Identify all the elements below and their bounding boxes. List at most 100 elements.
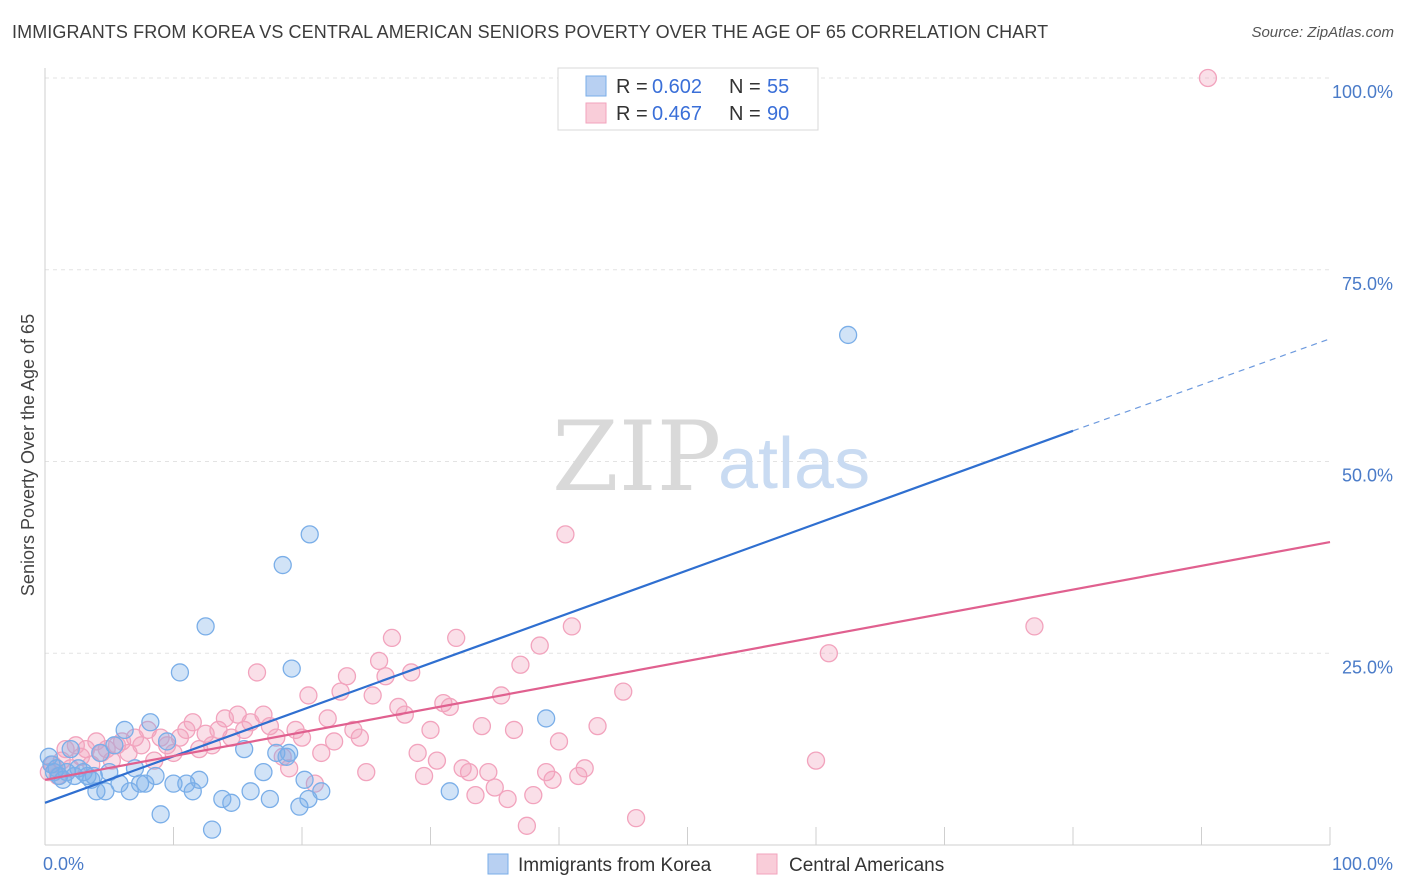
central-american-point — [1198, 68, 1218, 88]
korea-trend-extension — [1072, 338, 1331, 432]
korea-point — [254, 762, 273, 782]
central-american-point — [408, 743, 427, 763]
central-american-point — [337, 667, 357, 686]
central-american-point — [331, 682, 350, 701]
central-american-point — [549, 732, 569, 751]
central-american-point — [530, 636, 549, 655]
central-american-point — [806, 751, 826, 770]
central-american-point — [312, 743, 331, 763]
y-tick-label: 50.0% — [1342, 466, 1393, 486]
bottom-legend-korea-label: Immigrants from Korea — [518, 855, 712, 876]
korea-point — [157, 732, 177, 751]
central-american-point — [56, 739, 75, 759]
central-american-point — [421, 720, 440, 740]
korea-point — [141, 713, 160, 732]
central-american-point — [556, 525, 575, 544]
legend-top: R = 0.602 N = 55 R = 0.467 N = 90 — [557, 67, 819, 131]
bottom-legend-korea-swatch — [487, 853, 509, 875]
central-american-point — [626, 809, 646, 828]
central-american-point — [369, 651, 389, 671]
korea-trend-line — [44, 429, 1074, 804]
central-american-point — [132, 736, 151, 755]
central-american-point — [498, 789, 517, 809]
central-american-point — [517, 816, 537, 835]
korea-point — [282, 659, 301, 678]
central-american-point — [279, 759, 299, 778]
x-tick-label: 0.0% — [43, 854, 84, 874]
korea-point — [196, 617, 215, 636]
legend-central-r-label: R = — [616, 103, 648, 125]
central-american-point — [588, 716, 607, 736]
central-american-point — [511, 655, 530, 674]
watermark-atlas: atlas — [718, 424, 870, 504]
bottom-legend-central-swatch — [756, 853, 778, 875]
korea-point — [299, 789, 318, 809]
korea-point — [130, 774, 150, 793]
central-american-point — [324, 732, 344, 751]
korea-point — [277, 747, 296, 766]
bottom-legend-central-label: Central Americans — [789, 855, 944, 876]
korea-point — [190, 770, 209, 789]
central-american-point — [504, 720, 524, 740]
legend-central-r-value: 0.467 — [652, 103, 702, 125]
legend-central-n-value: 90 — [767, 103, 789, 125]
korea-point — [96, 782, 115, 801]
central-american-point — [382, 628, 402, 648]
legend-central-swatch — [585, 102, 607, 124]
y-tick-labels: 25.0% 50.0% 75.0% 100.0% — [1332, 82, 1393, 677]
x-tick-label: 100.0% — [1332, 854, 1393, 874]
legend-korea-r-label: R = — [616, 76, 648, 98]
central-american-point — [524, 785, 543, 805]
central-american-point — [562, 617, 581, 636]
korea-point — [146, 766, 165, 786]
central-american-point — [183, 713, 202, 732]
central-american-point — [427, 751, 447, 770]
central-american-point — [543, 770, 562, 789]
central-american-point — [466, 785, 485, 805]
central-american-point — [819, 644, 838, 663]
central-american-point — [479, 762, 498, 782]
watermark-zip: ZIP — [552, 401, 721, 513]
korea-point — [440, 782, 459, 801]
axes — [44, 68, 1331, 846]
korea-point — [170, 663, 190, 682]
x-tick-labels: 0.0% 100.0% — [43, 854, 1393, 874]
legend-bottom: Immigrants from Korea Central Americans — [487, 853, 944, 876]
legend-korea-r-value: 0.602 — [652, 76, 702, 98]
central-american-point — [318, 709, 337, 728]
central-trend-line — [44, 540, 1331, 781]
korea-point — [295, 770, 314, 789]
korea-point — [222, 793, 241, 812]
korea-point — [267, 743, 286, 763]
korea-point — [105, 736, 124, 755]
legend-central-n-label: N = — [729, 103, 761, 125]
korea-point — [213, 789, 232, 809]
korea-point — [838, 325, 858, 345]
central-american-point — [350, 728, 369, 747]
chart-source: Source: ZipAtlas.com — [1251, 24, 1394, 41]
central-american-point — [575, 759, 594, 778]
korea-point — [61, 739, 80, 759]
grid-lines — [45, 77, 1330, 654]
korea-point — [164, 774, 183, 793]
korea-point — [235, 739, 254, 759]
y-tick-label: 100.0% — [1332, 82, 1393, 102]
legend-korea-n-label: N = — [729, 76, 761, 98]
y-tick-label: 75.0% — [1342, 274, 1393, 294]
legend-korea-n-value: 55 — [767, 76, 789, 98]
korea-point — [202, 820, 222, 839]
chart-title: IMMIGRANTS FROM KOREA VS CENTRAL AMERICA… — [12, 22, 1049, 42]
korea-point — [300, 525, 319, 544]
korea-point — [241, 782, 260, 801]
central-american-point — [357, 762, 376, 782]
series-immigrants-from-korea — [39, 325, 858, 839]
korea-point — [115, 720, 134, 740]
central-american-point — [414, 766, 434, 786]
legend-korea-swatch — [585, 75, 607, 97]
korea-point — [260, 789, 280, 809]
korea-point — [273, 555, 292, 575]
y-tick-label: 25.0% — [1342, 657, 1393, 677]
korea-point — [537, 709, 556, 728]
central-american-point — [247, 663, 267, 682]
